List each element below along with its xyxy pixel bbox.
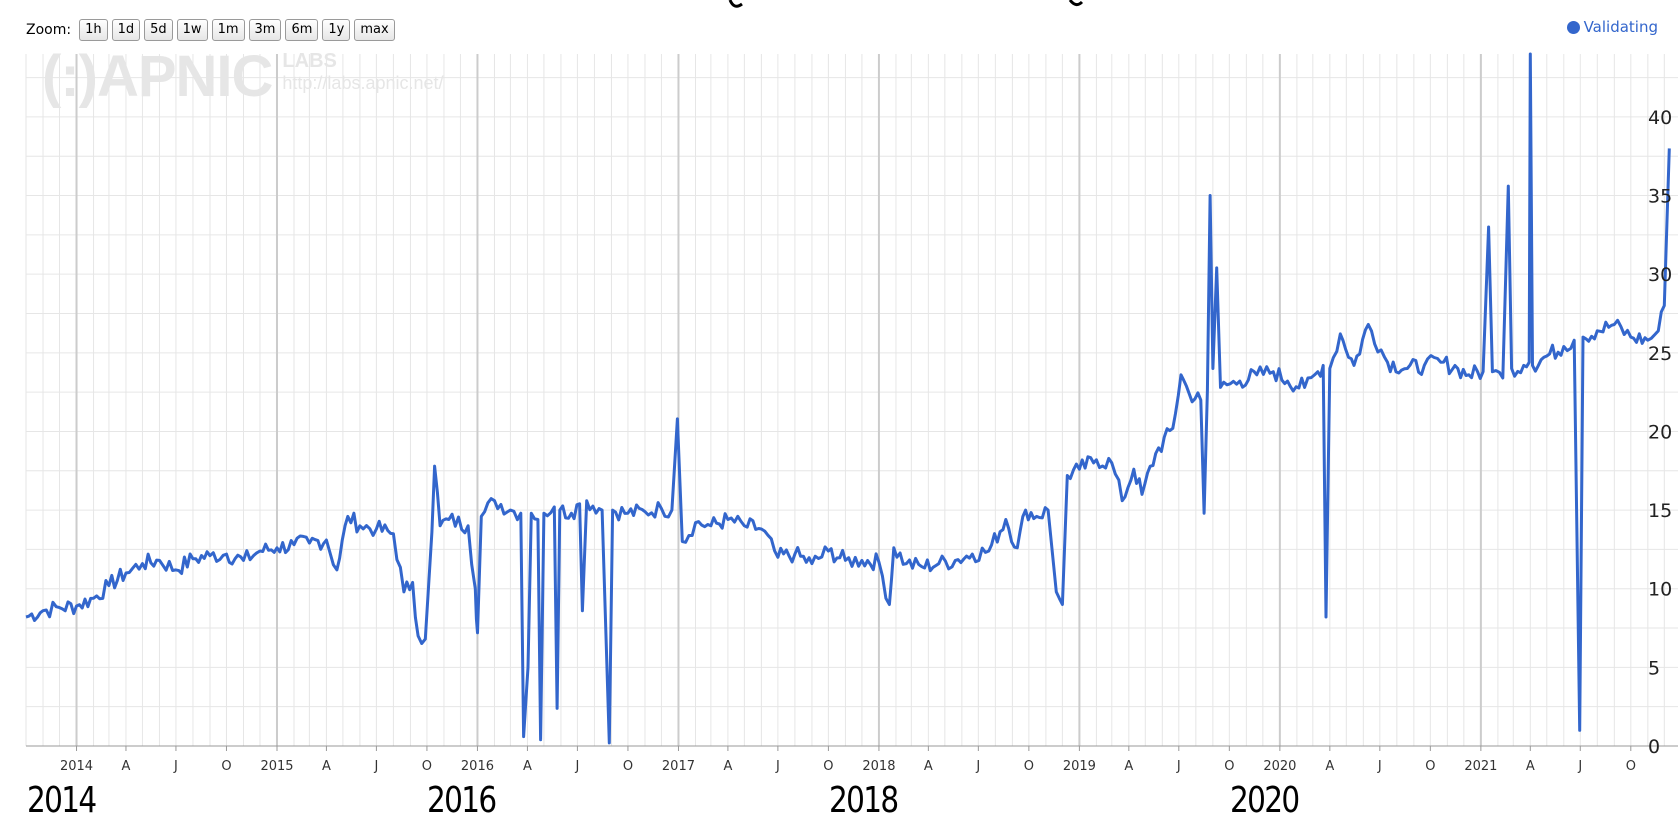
zoom-3m-button[interactable]: 3m: [248, 19, 282, 41]
handwritten-year-label: 2016: [427, 780, 497, 821]
x-tick-label: 2014: [60, 759, 93, 774]
series-line-validating: [25, 52, 1671, 745]
zoom-toolbar: Zoom: 1h 1d 5d 1w 1m 3m 6m 1y max: [26, 18, 395, 42]
cropped-handwriting-fragment: [728, 0, 1084, 8]
x-tick-label: J: [775, 759, 780, 774]
x-tick-label: A: [322, 759, 331, 774]
x-tick-label: J: [1176, 759, 1181, 774]
handwritten-year-label: 2018: [828, 780, 899, 821]
x-tick-label: O: [1626, 759, 1636, 774]
x-tick-label: O: [623, 759, 633, 774]
y-tick-label: 30: [1648, 264, 1672, 286]
x-tick-label: O: [221, 759, 231, 774]
x-tick-label: 2018: [862, 759, 895, 774]
x-tick-label: A: [924, 759, 933, 774]
y-tick-label: 35: [1648, 186, 1672, 208]
zoom-1d-button[interactable]: 1d: [111, 19, 141, 41]
chart-legend[interactable]: Validating: [1566, 18, 1658, 36]
x-tick-label: A: [523, 759, 532, 774]
y-tick-label: 0: [1648, 736, 1660, 758]
x-tick-label: O: [422, 759, 432, 774]
x-tick-label: 2020: [1263, 759, 1296, 774]
x-tick-label: A: [1325, 759, 1334, 774]
x-tick-label: J: [1377, 759, 1382, 774]
x-tick-label: J: [173, 759, 178, 774]
x-tick-label: A: [122, 759, 131, 774]
x-tick-label: J: [574, 759, 579, 774]
x-tick-label: 2019: [1063, 759, 1096, 774]
zoom-1w-button[interactable]: 1w: [176, 19, 208, 41]
x-tick-label: 2015: [260, 759, 293, 774]
x-tick-label: O: [1224, 759, 1234, 774]
zoom-6m-button[interactable]: 6m: [285, 19, 319, 41]
handwritten-year-label: 2020: [1229, 780, 1300, 821]
x-tick-label: 2016: [461, 759, 494, 774]
x-tick-label: J: [1577, 759, 1582, 774]
y-tick-label: 5: [1648, 657, 1660, 679]
x-tick-label: A: [723, 759, 732, 774]
zoom-max-button[interactable]: max: [354, 19, 395, 41]
x-tick-label: A: [1124, 759, 1133, 774]
series-lines: [25, 52, 1671, 745]
grid-lines: [25, 54, 1678, 747]
zoom-1y-button[interactable]: 1y: [322, 19, 351, 41]
legend-marker-icon: [1566, 20, 1580, 34]
x-tick-label: J: [975, 759, 980, 774]
y-tick-label: 15: [1648, 500, 1672, 522]
x-tick-label: O: [823, 759, 833, 774]
axes: 2014 A J O 2015 A J O 2016 A J O 2017 A J O 2018 A J O 2019 A…: [26, 107, 1678, 774]
y-tick-label: 20: [1648, 421, 1672, 443]
y-tick-label: 25: [1648, 343, 1672, 365]
legend-label: Validating: [1583, 18, 1658, 36]
zoom-1h-button[interactable]: 1h: [79, 19, 108, 41]
zoom-label: Zoom:: [26, 22, 72, 38]
x-tick-label: 2017: [662, 759, 695, 774]
y-tick-label: 40: [1648, 107, 1672, 129]
x-tick-label: O: [1024, 759, 1034, 774]
y-tick-label: 10: [1648, 579, 1672, 601]
zoom-1m-button[interactable]: 1m: [211, 19, 245, 41]
handwritten-year-label: 2014: [26, 780, 97, 821]
x-tick-label: A: [1526, 759, 1535, 774]
x-tick-label: J: [373, 759, 378, 774]
x-tick-label: O: [1425, 759, 1435, 774]
zoom-5d-button[interactable]: 5d: [144, 19, 173, 41]
x-tick-label: 2021: [1464, 759, 1497, 774]
